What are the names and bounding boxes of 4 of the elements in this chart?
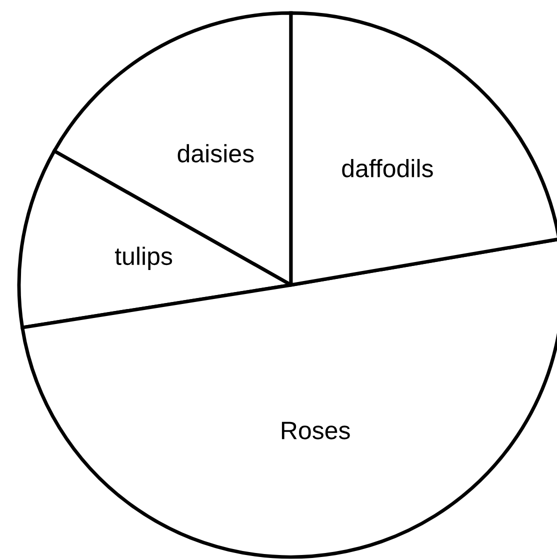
slice-label: Roses <box>282 422 350 440</box>
slice-label: tulips <box>114 246 172 270</box>
slice-label: daisies <box>178 144 254 162</box>
slice-label: daffodils <box>342 158 433 178</box>
